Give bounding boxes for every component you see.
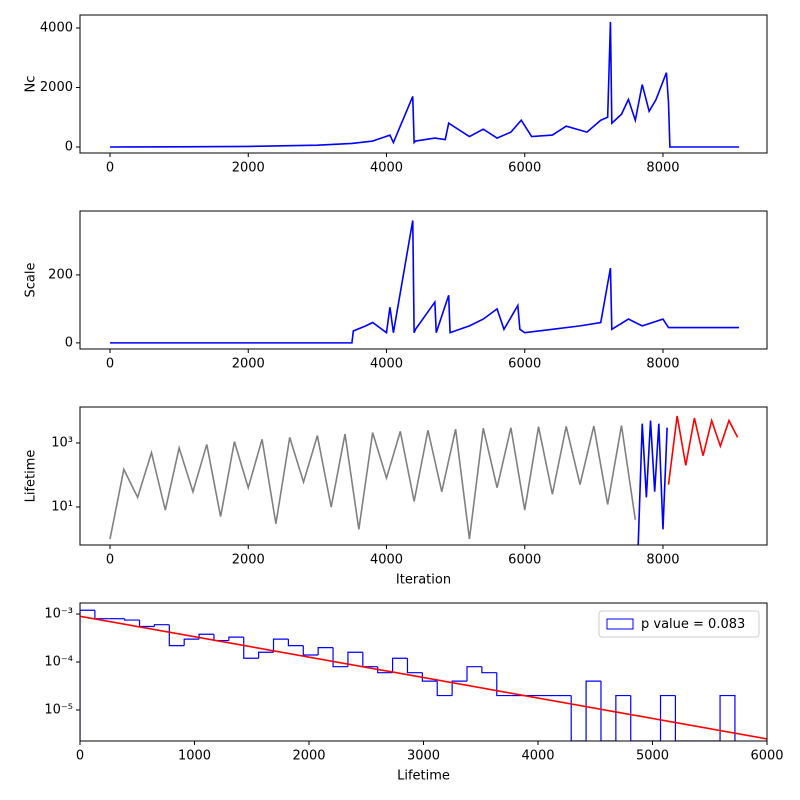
- hist-bin: [600, 681, 616, 741]
- x-tick-label: 0: [106, 553, 114, 568]
- y-axis-label: Scale: [24, 263, 39, 298]
- series-line: [667, 415, 739, 485]
- hist-bin: [258, 651, 274, 659]
- x-tick-label: 2000: [292, 749, 325, 764]
- hist-bin: [466, 666, 482, 682]
- x-tick-label: 4000: [370, 553, 403, 568]
- y-tick-label: 10¹: [51, 499, 73, 514]
- x-tick-label: 6000: [508, 357, 541, 372]
- y-tick-label: 10⁻³: [44, 607, 73, 622]
- x-tick-label: 2000: [232, 161, 265, 176]
- hist-bin: [496, 672, 512, 697]
- hist-bin: [481, 666, 497, 674]
- hist-bin: [719, 694, 736, 741]
- x-tick-label: 6000: [508, 553, 541, 568]
- y-tick-label: 0: [65, 335, 73, 350]
- x-tick-label: 2000: [232, 553, 265, 568]
- plot-area: [110, 220, 740, 344]
- hist-bin: [585, 680, 601, 741]
- x-tick-label: 6000: [750, 749, 783, 764]
- y-tick-label: 200: [48, 267, 73, 282]
- x-tick-label: 2000: [232, 357, 265, 372]
- y-tick-label: 0: [65, 139, 73, 154]
- hist-bin: [391, 657, 408, 673]
- x-tick-label: 4000: [521, 749, 554, 764]
- hist-bin: [243, 637, 259, 659]
- hist-bin: [124, 618, 140, 621]
- hist-bin: [213, 634, 229, 642]
- plot-area: [109, 415, 739, 545]
- hist-bin: [362, 652, 378, 668]
- plot-area: [109, 22, 740, 148]
- hist-bin: [153, 624, 170, 627]
- y-tick-label: 10⁻⁵: [44, 703, 73, 718]
- hist-bin: [570, 695, 587, 741]
- hist-bin: [183, 638, 200, 646]
- hist-bin: [406, 658, 423, 674]
- x-tick-label: 6000: [508, 161, 541, 176]
- axes-frame: [79, 14, 768, 154]
- x-axis-label: Lifetime: [397, 769, 450, 784]
- legend-label: p value = 0.083: [641, 617, 745, 632]
- legend-box: [598, 610, 760, 638]
- hist-bin: [630, 695, 646, 741]
- hist-bin: [615, 694, 631, 741]
- hist-bin: [302, 645, 319, 656]
- x-tick-label: 8000: [646, 357, 679, 372]
- series-line: [110, 220, 740, 344]
- x-tick-label: 1000: [178, 749, 211, 764]
- hist-bin: [94, 610, 110, 620]
- x-tick-label: 5000: [636, 749, 669, 764]
- y-tick-label: 4000: [40, 20, 73, 35]
- axes-frame: [79, 406, 768, 546]
- hist-bin: [659, 694, 676, 741]
- x-tick-label: 0: [76, 749, 84, 764]
- hist-bin: [332, 647, 348, 668]
- x-tick-label: 8000: [646, 553, 679, 568]
- fit-line: [80, 615, 767, 740]
- hist-bin: [347, 651, 363, 667]
- hist-bin: [80, 609, 95, 741]
- hist-bin: [138, 620, 155, 628]
- x-tick-label: 4000: [370, 161, 403, 176]
- hist-bin: [436, 681, 453, 697]
- x-tick-label: 8000: [646, 161, 679, 176]
- x-tick-label: 4000: [370, 357, 403, 372]
- plot-area: [80, 609, 767, 741]
- hist-bin: [272, 638, 289, 653]
- series-line: [109, 22, 740, 148]
- series-line: [109, 425, 637, 540]
- hist-bin: [421, 672, 438, 682]
- y-tick-label: 2000: [40, 80, 73, 95]
- axes-frame: [79, 602, 768, 742]
- y-tick-label: 10³: [51, 435, 73, 450]
- hist-bin: [228, 636, 244, 641]
- hist-bin: [674, 695, 691, 741]
- hist-bin: [451, 680, 468, 696]
- x-tick-label: 3000: [407, 749, 440, 764]
- series-line: [637, 420, 668, 545]
- x-axis-label: Iteration: [396, 573, 451, 588]
- y-axis-label: Lifetime: [24, 450, 39, 503]
- hist-bin: [287, 639, 304, 647]
- x-tick-label: 0: [106, 161, 114, 176]
- axes-frame: [79, 210, 768, 350]
- x-tick-label: 0: [106, 357, 114, 372]
- legend-swatch: [606, 618, 634, 630]
- hist-bin: [317, 646, 334, 656]
- y-tick-label: 10⁻⁴: [44, 655, 73, 670]
- y-axis-label: Nc: [24, 76, 39, 93]
